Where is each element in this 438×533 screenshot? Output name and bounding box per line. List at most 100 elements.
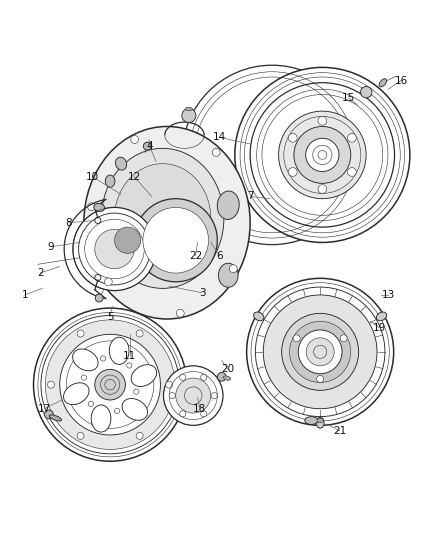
Text: 9: 9 bbox=[48, 242, 54, 252]
Circle shape bbox=[163, 366, 223, 425]
Circle shape bbox=[339, 335, 346, 342]
Circle shape bbox=[33, 308, 186, 461]
Circle shape bbox=[181, 109, 195, 123]
Text: 2: 2 bbox=[37, 268, 43, 278]
Ellipse shape bbox=[109, 337, 129, 365]
Circle shape bbox=[360, 86, 371, 98]
Ellipse shape bbox=[223, 376, 230, 380]
Circle shape bbox=[104, 278, 112, 286]
Circle shape bbox=[211, 392, 217, 399]
Circle shape bbox=[297, 330, 341, 374]
Circle shape bbox=[246, 278, 393, 425]
Ellipse shape bbox=[316, 418, 323, 423]
Circle shape bbox=[179, 374, 185, 381]
Circle shape bbox=[182, 65, 361, 245]
Circle shape bbox=[114, 408, 120, 414]
Circle shape bbox=[175, 378, 210, 413]
Circle shape bbox=[169, 392, 175, 399]
Ellipse shape bbox=[304, 417, 317, 424]
Text: 6: 6 bbox=[215, 251, 223, 261]
Ellipse shape bbox=[72, 349, 98, 371]
Text: 16: 16 bbox=[394, 76, 407, 85]
Ellipse shape bbox=[94, 204, 104, 212]
Text: 19: 19 bbox=[372, 323, 385, 333]
Ellipse shape bbox=[115, 157, 126, 170]
Circle shape bbox=[200, 411, 206, 417]
Text: 7: 7 bbox=[246, 191, 253, 201]
Ellipse shape bbox=[378, 79, 385, 87]
Text: 5: 5 bbox=[106, 312, 113, 322]
Ellipse shape bbox=[185, 107, 192, 111]
Circle shape bbox=[136, 330, 143, 337]
Text: 11: 11 bbox=[123, 351, 136, 361]
Circle shape bbox=[95, 294, 103, 302]
Circle shape bbox=[293, 126, 350, 183]
Circle shape bbox=[293, 335, 300, 342]
Circle shape bbox=[263, 295, 376, 409]
Text: 22: 22 bbox=[188, 251, 201, 261]
Ellipse shape bbox=[315, 417, 323, 428]
Text: 12: 12 bbox=[127, 172, 141, 182]
Circle shape bbox=[47, 381, 54, 388]
Text: 15: 15 bbox=[341, 93, 354, 103]
Ellipse shape bbox=[111, 221, 144, 260]
Circle shape bbox=[77, 330, 84, 337]
Circle shape bbox=[114, 227, 141, 253]
Circle shape bbox=[44, 410, 53, 419]
Circle shape bbox=[317, 184, 326, 193]
Circle shape bbox=[347, 167, 356, 176]
Ellipse shape bbox=[114, 164, 210, 273]
Circle shape bbox=[131, 135, 138, 143]
Ellipse shape bbox=[105, 175, 115, 187]
Circle shape bbox=[305, 338, 333, 366]
Circle shape bbox=[212, 148, 219, 156]
Circle shape bbox=[281, 313, 358, 390]
Text: 20: 20 bbox=[221, 365, 234, 374]
Circle shape bbox=[136, 432, 143, 439]
Circle shape bbox=[143, 142, 151, 150]
Circle shape bbox=[95, 369, 125, 400]
Text: 21: 21 bbox=[332, 426, 346, 435]
Text: 13: 13 bbox=[381, 290, 394, 300]
Circle shape bbox=[88, 203, 95, 211]
Circle shape bbox=[143, 207, 208, 273]
Circle shape bbox=[73, 207, 155, 290]
Circle shape bbox=[95, 229, 134, 269]
Circle shape bbox=[288, 133, 297, 142]
Circle shape bbox=[179, 411, 185, 417]
Ellipse shape bbox=[218, 263, 237, 287]
Text: 18: 18 bbox=[193, 403, 206, 414]
Ellipse shape bbox=[91, 405, 111, 432]
Circle shape bbox=[217, 373, 226, 381]
Text: 17: 17 bbox=[38, 403, 51, 414]
Text: 10: 10 bbox=[86, 172, 99, 182]
Circle shape bbox=[127, 363, 131, 368]
Circle shape bbox=[77, 432, 84, 439]
Circle shape bbox=[88, 401, 93, 407]
Ellipse shape bbox=[101, 148, 223, 288]
Circle shape bbox=[60, 334, 160, 435]
Circle shape bbox=[317, 116, 326, 125]
Circle shape bbox=[305, 138, 338, 172]
Circle shape bbox=[288, 167, 297, 176]
Circle shape bbox=[165, 381, 172, 388]
Ellipse shape bbox=[217, 191, 239, 220]
Circle shape bbox=[316, 375, 323, 383]
Ellipse shape bbox=[375, 312, 386, 321]
Circle shape bbox=[134, 199, 217, 282]
Ellipse shape bbox=[64, 383, 89, 405]
Circle shape bbox=[45, 320, 174, 449]
Circle shape bbox=[100, 356, 106, 361]
Circle shape bbox=[81, 375, 86, 380]
Ellipse shape bbox=[84, 126, 250, 319]
Circle shape bbox=[278, 111, 365, 199]
Text: 3: 3 bbox=[198, 288, 205, 298]
Text: 14: 14 bbox=[212, 132, 226, 142]
Circle shape bbox=[176, 309, 184, 317]
Circle shape bbox=[289, 321, 350, 383]
Text: 4: 4 bbox=[146, 141, 152, 151]
Text: 8: 8 bbox=[65, 218, 72, 228]
Ellipse shape bbox=[122, 399, 147, 421]
Circle shape bbox=[134, 389, 138, 394]
Ellipse shape bbox=[49, 415, 61, 421]
